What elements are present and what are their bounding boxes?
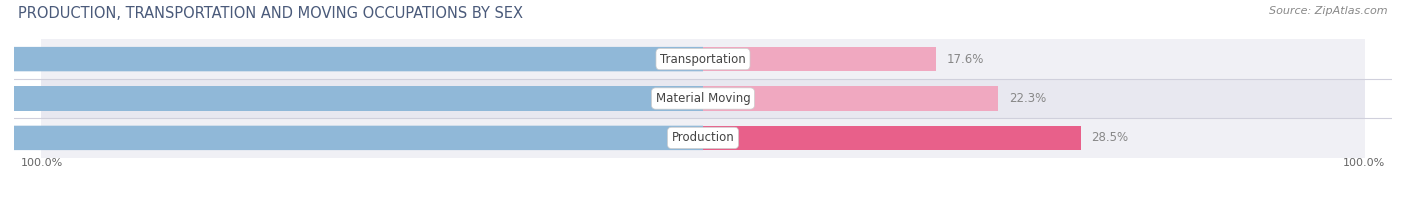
- Text: 28.5%: 28.5%: [1091, 131, 1129, 144]
- Text: PRODUCTION, TRANSPORTATION AND MOVING OCCUPATIONS BY SEX: PRODUCTION, TRANSPORTATION AND MOVING OC…: [18, 6, 523, 21]
- Text: 22.3%: 22.3%: [1010, 92, 1046, 105]
- Bar: [0, 126, 703, 150]
- Text: 17.6%: 17.6%: [946, 53, 984, 66]
- FancyBboxPatch shape: [0, 126, 703, 150]
- Bar: [703, 126, 1081, 150]
- Text: Material Moving: Material Moving: [655, 92, 751, 105]
- Text: 100.0%: 100.0%: [1343, 158, 1385, 168]
- Bar: [703, 47, 936, 71]
- Bar: [703, 86, 998, 111]
- FancyBboxPatch shape: [0, 86, 703, 111]
- Bar: [0, 47, 703, 71]
- FancyBboxPatch shape: [41, 79, 1365, 118]
- FancyBboxPatch shape: [41, 39, 1365, 79]
- Text: Production: Production: [672, 131, 734, 144]
- Text: 100.0%: 100.0%: [21, 158, 63, 168]
- FancyBboxPatch shape: [41, 118, 1365, 158]
- Text: Source: ZipAtlas.com: Source: ZipAtlas.com: [1270, 6, 1388, 16]
- Text: Transportation: Transportation: [661, 53, 745, 66]
- FancyBboxPatch shape: [0, 47, 703, 71]
- Bar: [0, 86, 703, 111]
